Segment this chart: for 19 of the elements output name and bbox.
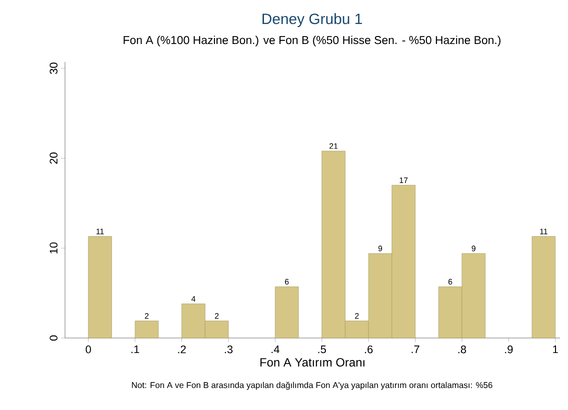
y-tick-label: 30	[50, 62, 58, 74]
x-tick-label: .3	[224, 346, 233, 354]
chart-title: Deney Grubu 1	[262, 13, 362, 28]
x-tick-label: .8	[458, 346, 466, 354]
x-axis-title: Fon A Yatırım Oranı	[260, 358, 364, 367]
x-tick-label: 0	[86, 346, 91, 354]
x-tick-label: .1	[131, 346, 140, 354]
text: Not: Fon A ve Fon B arasında yapılan dağılımda Fon A'ya yapılan yatırım oranı ortalaması: %56	[132, 382, 492, 390]
x-tick-label: .5	[318, 346, 326, 354]
x-tick-label: .6	[364, 346, 373, 354]
x-tick-label: .7	[412, 346, 420, 354]
y-tick-label: 0	[50, 335, 58, 341]
y-tick-label: 10	[50, 242, 58, 254]
x-tick-label: .9	[505, 346, 513, 354]
x-tick-label: 1	[553, 346, 558, 354]
x-tick-label: .2	[178, 346, 186, 354]
chart-subtitle: Fon A (%100 Hazine Bon.) ve Fon B (%50 Hisse Sen. - %50 Hazine Bon.)	[124, 36, 500, 46]
y-tick-label: 20	[50, 152, 58, 164]
x-tick-label: .4	[272, 346, 280, 354]
